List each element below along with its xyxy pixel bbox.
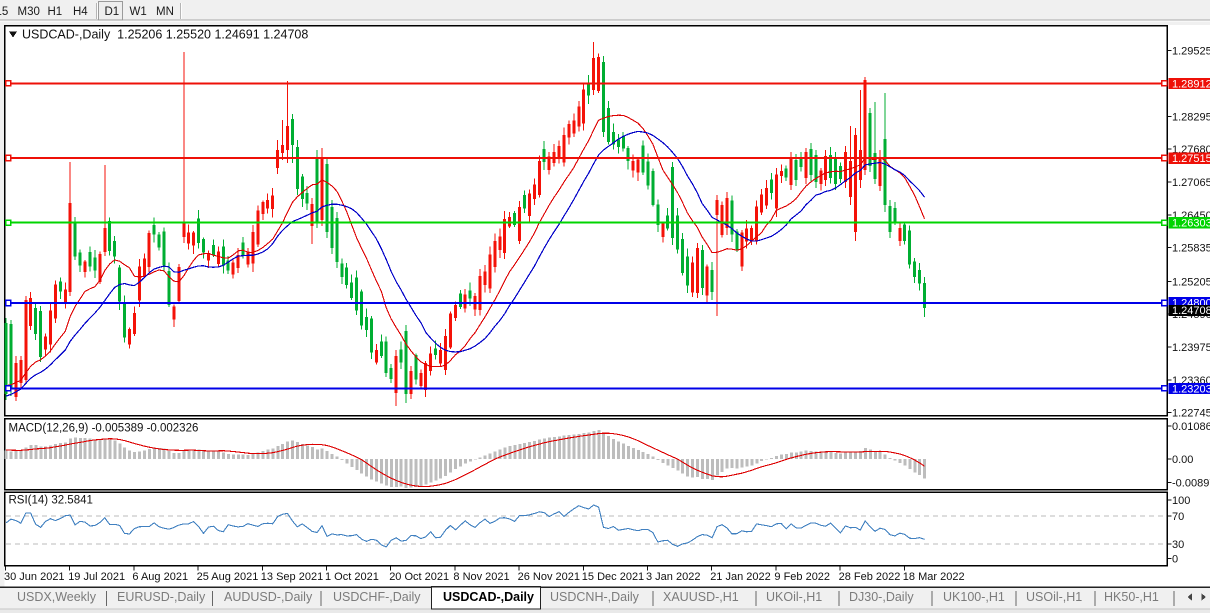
svg-text:1.26303: 1.26303 xyxy=(1172,218,1210,230)
svg-text:HK50-,H1: HK50-,H1 xyxy=(1104,590,1159,604)
svg-text:20 Oct 2021: 20 Oct 2021 xyxy=(389,571,449,583)
svg-text:9 Feb 2022: 9 Feb 2022 xyxy=(774,571,830,583)
svg-text:19 Jul 2021: 19 Jul 2021 xyxy=(68,571,125,583)
svg-text:EURUSD-,Daily: EURUSD-,Daily xyxy=(117,590,206,604)
svg-text:6 Aug 2021: 6 Aug 2021 xyxy=(132,571,188,583)
svg-text:1.28295: 1.28295 xyxy=(1172,111,1210,123)
svg-text:0: 0 xyxy=(1172,554,1178,566)
svg-text:3 Jan 2022: 3 Jan 2022 xyxy=(646,571,700,583)
svg-text:UKOil-,H1: UKOil-,H1 xyxy=(766,590,822,604)
svg-text:USDX,Weekly: USDX,Weekly xyxy=(17,590,97,604)
svg-text:0.010869: 0.010869 xyxy=(1172,421,1210,433)
svg-text:15: 15 xyxy=(0,6,8,18)
svg-text:H4: H4 xyxy=(73,6,88,18)
svg-text:-0.008974: -0.008974 xyxy=(1172,478,1210,490)
svg-text:1.23203: 1.23203 xyxy=(1172,383,1210,395)
svg-text:30 Jun 2021: 30 Jun 2021 xyxy=(4,571,65,583)
svg-text:AUDUSD-,Daily: AUDUSD-,Daily xyxy=(224,590,313,604)
svg-text:21 Jan 2022: 21 Jan 2022 xyxy=(710,571,771,583)
svg-text:1.27515: 1.27515 xyxy=(1172,153,1210,165)
svg-text:28 Feb 2022: 28 Feb 2022 xyxy=(839,571,901,583)
svg-text:1.24708: 1.24708 xyxy=(1172,305,1210,317)
svg-text:18 Mar 2022: 18 Mar 2022 xyxy=(903,571,965,583)
svg-text:26 Nov 2021: 26 Nov 2021 xyxy=(518,571,580,583)
svg-text:USDCNH-,Daily: USDCNH-,Daily xyxy=(550,590,640,604)
svg-text:1.22745: 1.22745 xyxy=(1172,408,1210,420)
svg-text:UK100-,H1: UK100-,H1 xyxy=(943,590,1005,604)
svg-text:13 Sep 2021: 13 Sep 2021 xyxy=(261,571,323,583)
svg-text:W1: W1 xyxy=(130,6,147,18)
svg-text:M30: M30 xyxy=(18,6,40,18)
svg-text:0.00: 0.00 xyxy=(1172,454,1193,466)
svg-text:25 Aug 2021: 25 Aug 2021 xyxy=(197,571,259,583)
svg-text:1 Oct 2021: 1 Oct 2021 xyxy=(325,571,379,583)
svg-text:DJ30-,Daily: DJ30-,Daily xyxy=(849,590,914,604)
svg-text:USDCAD-,Daily 1.25206 1.25520: USDCAD-,Daily 1.25206 1.25520 1.24691 1.… xyxy=(22,28,308,42)
svg-text:15 Dec 2021: 15 Dec 2021 xyxy=(582,571,644,583)
svg-text:8 Nov 2021: 8 Nov 2021 xyxy=(453,571,509,583)
svg-text:1.28912: 1.28912 xyxy=(1172,78,1210,90)
svg-text:USDCAD-,Daily: USDCAD-,Daily xyxy=(443,590,534,604)
svg-text:USDCHF-,Daily: USDCHF-,Daily xyxy=(333,590,421,604)
svg-text:1.29525: 1.29525 xyxy=(1172,46,1210,58)
svg-text:1.25835: 1.25835 xyxy=(1172,243,1210,255)
svg-text:MACD(12,26,9) -0.005389 -0.002: MACD(12,26,9) -0.005389 -0.002326 xyxy=(9,423,199,435)
svg-text:H1: H1 xyxy=(48,6,63,18)
svg-text:1.25205: 1.25205 xyxy=(1172,276,1210,288)
svg-text:USOil-,H1: USOil-,H1 xyxy=(1026,590,1082,604)
svg-text:1.27065: 1.27065 xyxy=(1172,177,1210,189)
svg-text:30: 30 xyxy=(1172,539,1184,551)
svg-text:RSI(14) 32.5841: RSI(14) 32.5841 xyxy=(9,495,93,507)
svg-text:D1: D1 xyxy=(105,6,120,18)
svg-text:100: 100 xyxy=(1172,495,1190,507)
svg-text:XAUUSD-,H1: XAUUSD-,H1 xyxy=(663,590,739,604)
svg-text:1.23975: 1.23975 xyxy=(1172,342,1210,354)
svg-text:MN: MN xyxy=(156,6,174,18)
svg-text:70: 70 xyxy=(1172,511,1184,523)
